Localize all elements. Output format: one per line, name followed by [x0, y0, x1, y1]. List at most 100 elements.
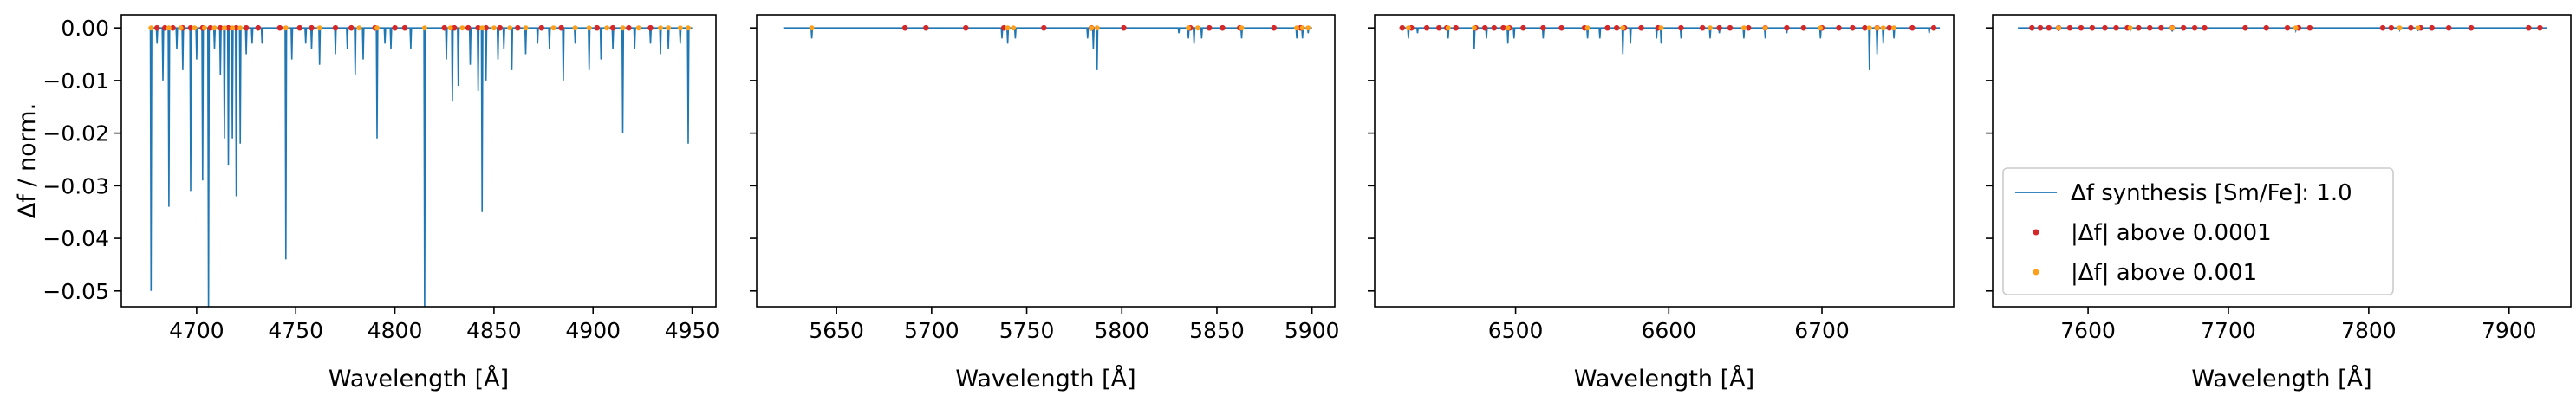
marker-above-1e-3 — [2127, 25, 2133, 31]
marker-above-1e-3 — [356, 25, 362, 31]
marker-above-1e-3 — [1089, 25, 1095, 31]
x-axis-label: Wavelength [Å] — [955, 365, 1135, 393]
marker-above-1e-4 — [2379, 24, 2386, 31]
panel-3: 6500 6600 6700 Wavelength [Å] — [1368, 14, 1955, 393]
marker-above-1e-4 — [2526, 24, 2532, 31]
marker-above-1e-3 — [2397, 25, 2403, 31]
marker-above-1e-4 — [923, 24, 929, 31]
y-tick-label: 0.00 — [61, 16, 109, 41]
marker-above-1e-4 — [1220, 24, 1226, 31]
marker-above-1e-3 — [237, 25, 244, 31]
marker-above-1e-4 — [1500, 24, 1506, 31]
x-tick-label: 7800 — [2341, 318, 2397, 343]
marker-above-1e-4 — [2388, 24, 2395, 31]
marker-above-1e-4 — [1000, 24, 1007, 31]
marker-above-1e-4 — [483, 24, 489, 31]
marker-above-1e-4 — [2445, 24, 2452, 31]
legend-label: |Δf| above 0.0001 — [2071, 220, 2272, 246]
y-tick-label: −0.05 — [42, 279, 109, 304]
marker-above-1e-3 — [447, 25, 453, 31]
x-tick-label: 5900 — [1285, 318, 1340, 343]
marker-above-1e-3 — [1658, 25, 1664, 31]
marker-above-1e-4 — [225, 24, 231, 31]
marker-above-1e-4 — [255, 24, 262, 31]
marker-above-1e-4 — [1886, 24, 1893, 31]
marker-above-1e-3 — [211, 25, 218, 31]
marker-above-1e-3 — [316, 25, 322, 31]
marker-above-1e-4 — [1423, 24, 1430, 31]
marker-above-1e-3 — [1891, 25, 1897, 31]
marker-above-1e-3 — [572, 25, 578, 31]
marker-above-1e-3 — [2415, 25, 2421, 31]
legend-label: |Δf| above 0.001 — [2071, 260, 2257, 286]
marker-above-1e-4 — [1909, 24, 1916, 31]
plot-area — [783, 24, 1312, 70]
x-tick-label: 5850 — [1189, 318, 1245, 343]
marker-above-1e-4 — [609, 24, 616, 31]
marker-above-1e-3 — [1294, 25, 1300, 31]
marker-above-1e-4 — [2078, 24, 2085, 31]
legend-box — [2002, 167, 2394, 295]
marker-above-1e-3 — [421, 25, 427, 31]
marker-above-1e-4 — [1930, 24, 1937, 31]
marker-above-1e-3 — [1195, 25, 1200, 31]
marker-above-1e-3 — [677, 25, 683, 31]
x-tick-label: 5700 — [904, 318, 959, 343]
legend-marker-swatch — [2033, 269, 2039, 276]
marker-above-1e-4 — [1604, 24, 1610, 31]
plot-area — [2018, 24, 2547, 34]
marker-above-1e-4 — [2136, 24, 2142, 31]
x-tick-label: 4700 — [169, 318, 224, 343]
marker-above-1e-4 — [401, 24, 408, 31]
marker-above-1e-4 — [1613, 24, 1620, 31]
marker-above-1e-4 — [1271, 24, 1278, 31]
marker-above-1e-4 — [538, 24, 545, 31]
x-tick-label: 6600 — [1641, 318, 1696, 343]
marker-above-1e-3 — [550, 25, 556, 31]
axes-frame — [1374, 14, 1955, 308]
axes-frame — [120, 14, 717, 308]
marker-above-1e-3 — [2169, 25, 2176, 31]
marker-above-1e-3 — [666, 25, 672, 31]
marker-above-1e-4 — [1399, 24, 1406, 31]
marker-above-1e-4 — [170, 24, 176, 31]
marker-above-1e-4 — [451, 24, 458, 31]
marker-above-1e-4 — [187, 24, 194, 31]
marker-above-1e-4 — [2029, 24, 2035, 31]
marker-above-1e-4 — [626, 24, 632, 31]
plot-area — [148, 24, 693, 307]
marker-above-1e-3 — [1874, 25, 1880, 31]
marker-above-1e-4 — [296, 24, 303, 31]
marker-above-1e-4 — [162, 24, 168, 31]
marker-above-1e-4 — [594, 24, 601, 31]
marker-above-1e-3 — [1880, 25, 1886, 31]
marker-above-1e-4 — [2147, 24, 2153, 31]
marker-above-1e-3 — [459, 25, 465, 31]
marker-above-1e-4 — [2113, 24, 2119, 31]
marker-above-1e-4 — [2089, 24, 2096, 31]
synthesis-line — [2018, 27, 2547, 34]
marker-above-1e-4 — [1699, 24, 1706, 31]
marker-above-1e-4 — [2037, 24, 2044, 31]
marker-above-1e-4 — [348, 24, 355, 31]
marker-above-1e-4 — [2202, 24, 2208, 31]
marker-above-1e-3 — [374, 25, 380, 31]
marker-above-1e-3 — [809, 25, 815, 31]
marker-above-1e-4 — [2468, 24, 2475, 31]
x-tick-label: 7700 — [2201, 318, 2256, 343]
marker-above-1e-4 — [901, 24, 908, 31]
marker-above-1e-3 — [283, 25, 289, 31]
marker-above-1e-3 — [1584, 25, 1590, 31]
x-tick-label: 7600 — [2060, 318, 2116, 343]
marker-above-1e-4 — [1435, 24, 1442, 31]
marker-above-1e-3 — [221, 25, 227, 31]
marker-above-1e-4 — [218, 24, 224, 31]
y-tick-label: −0.01 — [42, 68, 109, 94]
marker-above-1e-4 — [558, 24, 564, 31]
marker-above-1e-4 — [2429, 24, 2435, 31]
marker-above-1e-3 — [1505, 25, 1511, 31]
marker-above-1e-4 — [1638, 24, 1644, 31]
marker-above-1e-3 — [523, 25, 529, 31]
panel-4: 7600 7700 7800 7900 Wavelength [Å] — [1986, 14, 2572, 393]
x-tick-label: 4750 — [268, 318, 323, 343]
